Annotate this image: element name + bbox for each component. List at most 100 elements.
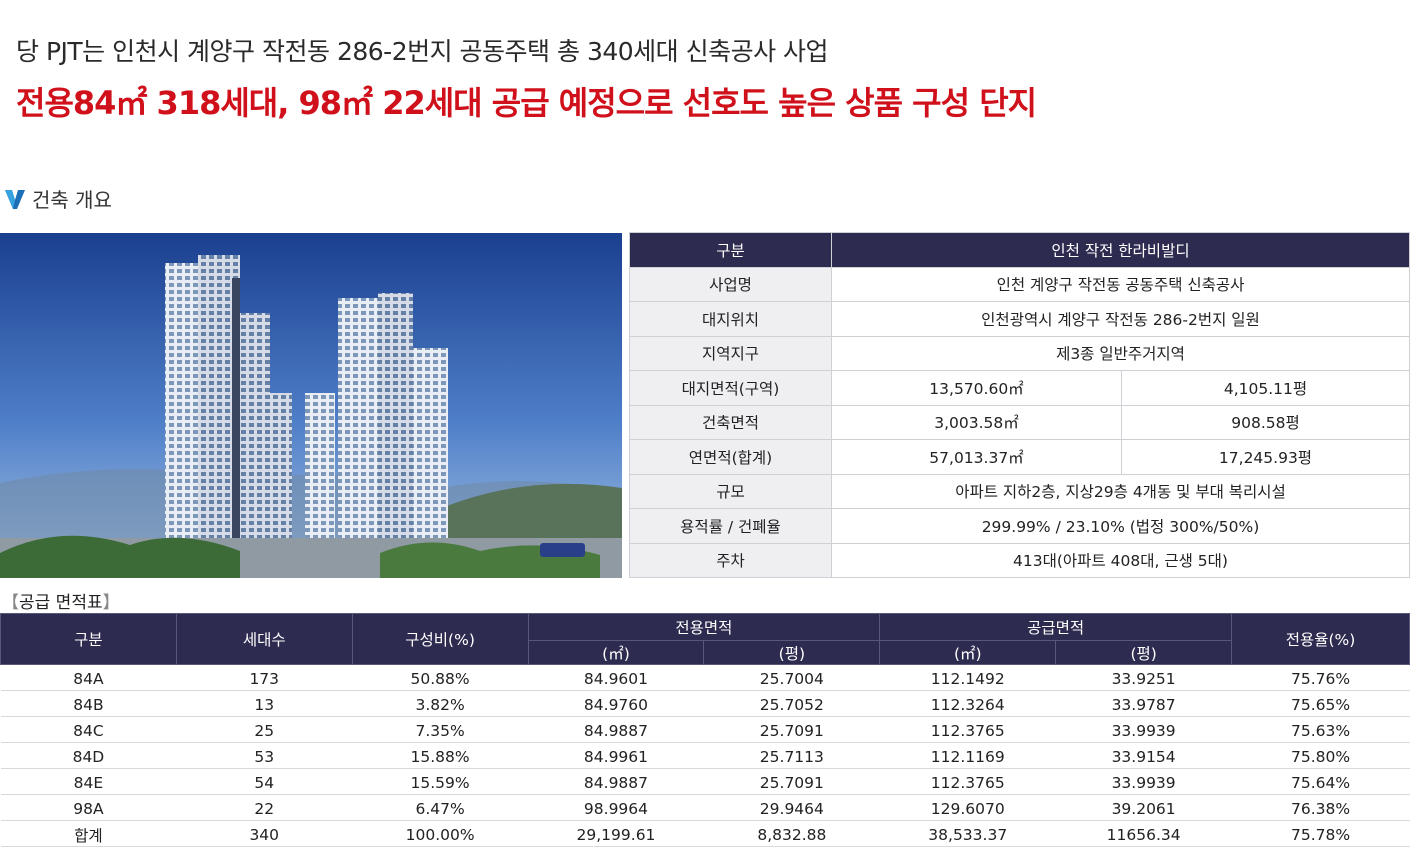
cell-supply-sqm: 112.3765 xyxy=(879,716,1056,743)
cell-exclusive-pyeong: 25.7091 xyxy=(703,716,880,743)
overview-section-title: 건축 개요 xyxy=(4,184,112,213)
row-label: 지역지구 xyxy=(629,335,832,371)
overview-header-category: 구분 xyxy=(629,232,832,268)
cell-exclusive-sqm: 98.9964 xyxy=(528,794,704,821)
header-exclusive-rate: 전용율(%) xyxy=(1231,613,1410,665)
row-value-pyeong: 908.58평 xyxy=(1121,404,1410,440)
row-label: 용적률 / 건폐율 xyxy=(629,508,832,544)
row-value: 413대(아파트 408대, 근생 5대) xyxy=(831,542,1410,578)
row-value: 제3종 일반주거지역 xyxy=(831,335,1410,371)
headline-line2: 전용84㎡ 318세대, 98㎡ 22세대 공급 예정으로 선호도 높은 상품 … xyxy=(16,84,1037,122)
supply-title-text: 공급 면적표 xyxy=(19,593,103,613)
cell-units: 13 xyxy=(176,690,353,717)
bracket-close: 】 xyxy=(102,593,120,613)
row-value: 인천광역시 계양구 작전동 286-2번지 일원 xyxy=(831,301,1410,337)
table-row: 84E 54 15.59% 84.9887 25.7091 112.3765 33.9939… xyxy=(0,768,1410,795)
row-label: 대지위치 xyxy=(629,301,832,337)
row-label: 규모 xyxy=(629,473,832,509)
row-label: 대지면적(구역) xyxy=(629,370,832,406)
cell-exclusive-rate: 75.65% xyxy=(1231,690,1410,717)
cell-ratio: 6.47% xyxy=(352,794,529,821)
cell-type: 84E xyxy=(0,768,177,795)
cell-supply-pyeong: 33.9939 xyxy=(1055,716,1232,743)
cell-units: 22 xyxy=(176,794,353,821)
table-row: 대지위치 인천광역시 계양구 작전동 286-2번지 일원 xyxy=(629,301,1410,337)
row-label: 사업명 xyxy=(629,266,832,302)
cell-exclusive-rate: 76.38% xyxy=(1231,794,1410,821)
cell-exclusive-sqm: 84.9601 xyxy=(528,664,704,691)
cell-ratio: 100.00% xyxy=(352,820,529,847)
header-units: 세대수 xyxy=(175,613,353,665)
header-exclusive-area: 전용면적 xyxy=(527,613,881,641)
cell-exclusive-sqm: 84.9887 xyxy=(528,716,704,743)
table-row: 대지면적(구역) 13,570.60㎡ 4,105.11평 xyxy=(629,370,1410,406)
cell-supply-sqm: 112.3765 xyxy=(879,768,1056,795)
row-value: 299.99% / 23.10% (법정 300%/50%) xyxy=(831,508,1410,544)
cell-units: 25 xyxy=(176,716,353,743)
headline-line1: 당 PJT는 인천시 계양구 작전동 286-2번지 공동주택 총 340세대 … xyxy=(16,37,829,66)
supply-section-title: 【공급 면적표】 xyxy=(2,588,120,613)
cell-exclusive-sqm: 84.9961 xyxy=(528,742,704,769)
cell-exclusive-rate: 75.63% xyxy=(1231,716,1410,743)
table-row: 합계 340 100.00% 29,199.61 8,832.88 38,533.37 11… xyxy=(0,820,1410,847)
cell-supply-sqm: 112.3264 xyxy=(879,690,1056,717)
cell-exclusive-pyeong: 8,832.88 xyxy=(703,820,880,847)
table-row: 주차 413대(아파트 408대, 근생 5대) xyxy=(629,542,1410,578)
cell-type: 84C xyxy=(0,716,177,743)
table-row: 98A 22 6.47% 98.9964 29.9464 129.6070 39.2061 7… xyxy=(0,794,1410,821)
cell-supply-pyeong: 39.2061 xyxy=(1055,794,1232,821)
row-label: 연면적(합계) xyxy=(629,439,832,475)
table-row: 건축면적 3,003.58㎡ 908.58평 xyxy=(629,404,1410,440)
cell-exclusive-sqm: 29,199.61 xyxy=(528,820,704,847)
cell-ratio: 3.82% xyxy=(352,690,529,717)
cell-ratio: 7.35% xyxy=(352,716,529,743)
cell-supply-sqm: 129.6070 xyxy=(879,794,1056,821)
cell-type: 84D xyxy=(0,742,177,769)
table-row: 규모 아파트 지하2층, 지상29층 4개동 및 부대 복리시설 xyxy=(629,473,1410,509)
bracket-open: 【 xyxy=(2,593,19,613)
cell-supply-pyeong: 11656.34 xyxy=(1055,820,1232,847)
row-value: 아파트 지하2층, 지상29층 4개동 및 부대 복리시설 xyxy=(831,473,1410,509)
row-value-pyeong: 17,245.93평 xyxy=(1121,439,1410,475)
row-value-sqm: 13,570.60㎡ xyxy=(831,370,1122,406)
table-row: 사업명 인천 계양구 작전동 공동주택 신축공사 xyxy=(629,266,1410,302)
cell-type: 84A xyxy=(0,664,177,691)
table-row: 84C 25 7.35% 84.9887 25.7091 112.3765 33.9939 7… xyxy=(0,716,1410,743)
row-label: 주차 xyxy=(629,542,832,578)
cell-units: 53 xyxy=(176,742,353,769)
cell-exclusive-pyeong: 25.7113 xyxy=(703,742,880,769)
cell-ratio: 15.59% xyxy=(352,768,529,795)
cell-exclusive-rate: 75.76% xyxy=(1231,664,1410,691)
cell-exclusive-sqm: 84.9760 xyxy=(528,690,704,717)
cell-supply-pyeong: 33.9251 xyxy=(1055,664,1232,691)
cell-exclusive-pyeong: 25.7004 xyxy=(703,664,880,691)
overview-title-text: 건축 개요 xyxy=(32,188,112,212)
overview-header-project: 인천 작전 한라비발디 xyxy=(831,232,1410,268)
table-row: 84D 53 15.88% 84.9961 25.7113 112.1169 33.9154… xyxy=(0,742,1410,769)
cell-supply-sqm: 112.1169 xyxy=(879,742,1056,769)
header-type: 구분 xyxy=(0,613,177,665)
v-logo-icon xyxy=(5,189,25,209)
cell-exclusive-pyeong: 25.7091 xyxy=(703,768,880,795)
cell-supply-pyeong: 33.9787 xyxy=(1055,690,1232,717)
row-value-sqm: 3,003.58㎡ xyxy=(831,404,1122,440)
building-overview-table: 구분 인천 작전 한라비발디 사업명 인천 계양구 작전동 공동주택 신축공사 … xyxy=(629,232,1410,578)
cell-exclusive-rate: 75.80% xyxy=(1231,742,1410,769)
table-row: 연면적(합계) 57,013.37㎡ 17,245.93평 xyxy=(629,439,1410,475)
header-supply-sqm: (㎡) xyxy=(879,640,1057,665)
cell-supply-sqm: 112.1492 xyxy=(879,664,1056,691)
cell-exclusive-pyeong: 29.9464 xyxy=(703,794,880,821)
header-ratio: 구성비(%) xyxy=(351,613,529,665)
cell-ratio: 15.88% xyxy=(352,742,529,769)
row-value-pyeong: 4,105.11평 xyxy=(1121,370,1410,406)
cell-exclusive-rate: 75.64% xyxy=(1231,768,1410,795)
header-supply-area: 공급면적 xyxy=(879,613,1233,641)
cell-units: 173 xyxy=(176,664,353,691)
cell-type: 84B xyxy=(0,690,177,717)
table-row: 84B 13 3.82% 84.9760 25.7052 112.3264 33.9787 7… xyxy=(0,690,1410,717)
cell-ratio: 50.88% xyxy=(352,664,529,691)
cell-type: 98A xyxy=(0,794,177,821)
cell-units: 54 xyxy=(176,768,353,795)
row-value-sqm: 57,013.37㎡ xyxy=(831,439,1122,475)
header-exclusive-pyeong: (평) xyxy=(703,640,881,665)
